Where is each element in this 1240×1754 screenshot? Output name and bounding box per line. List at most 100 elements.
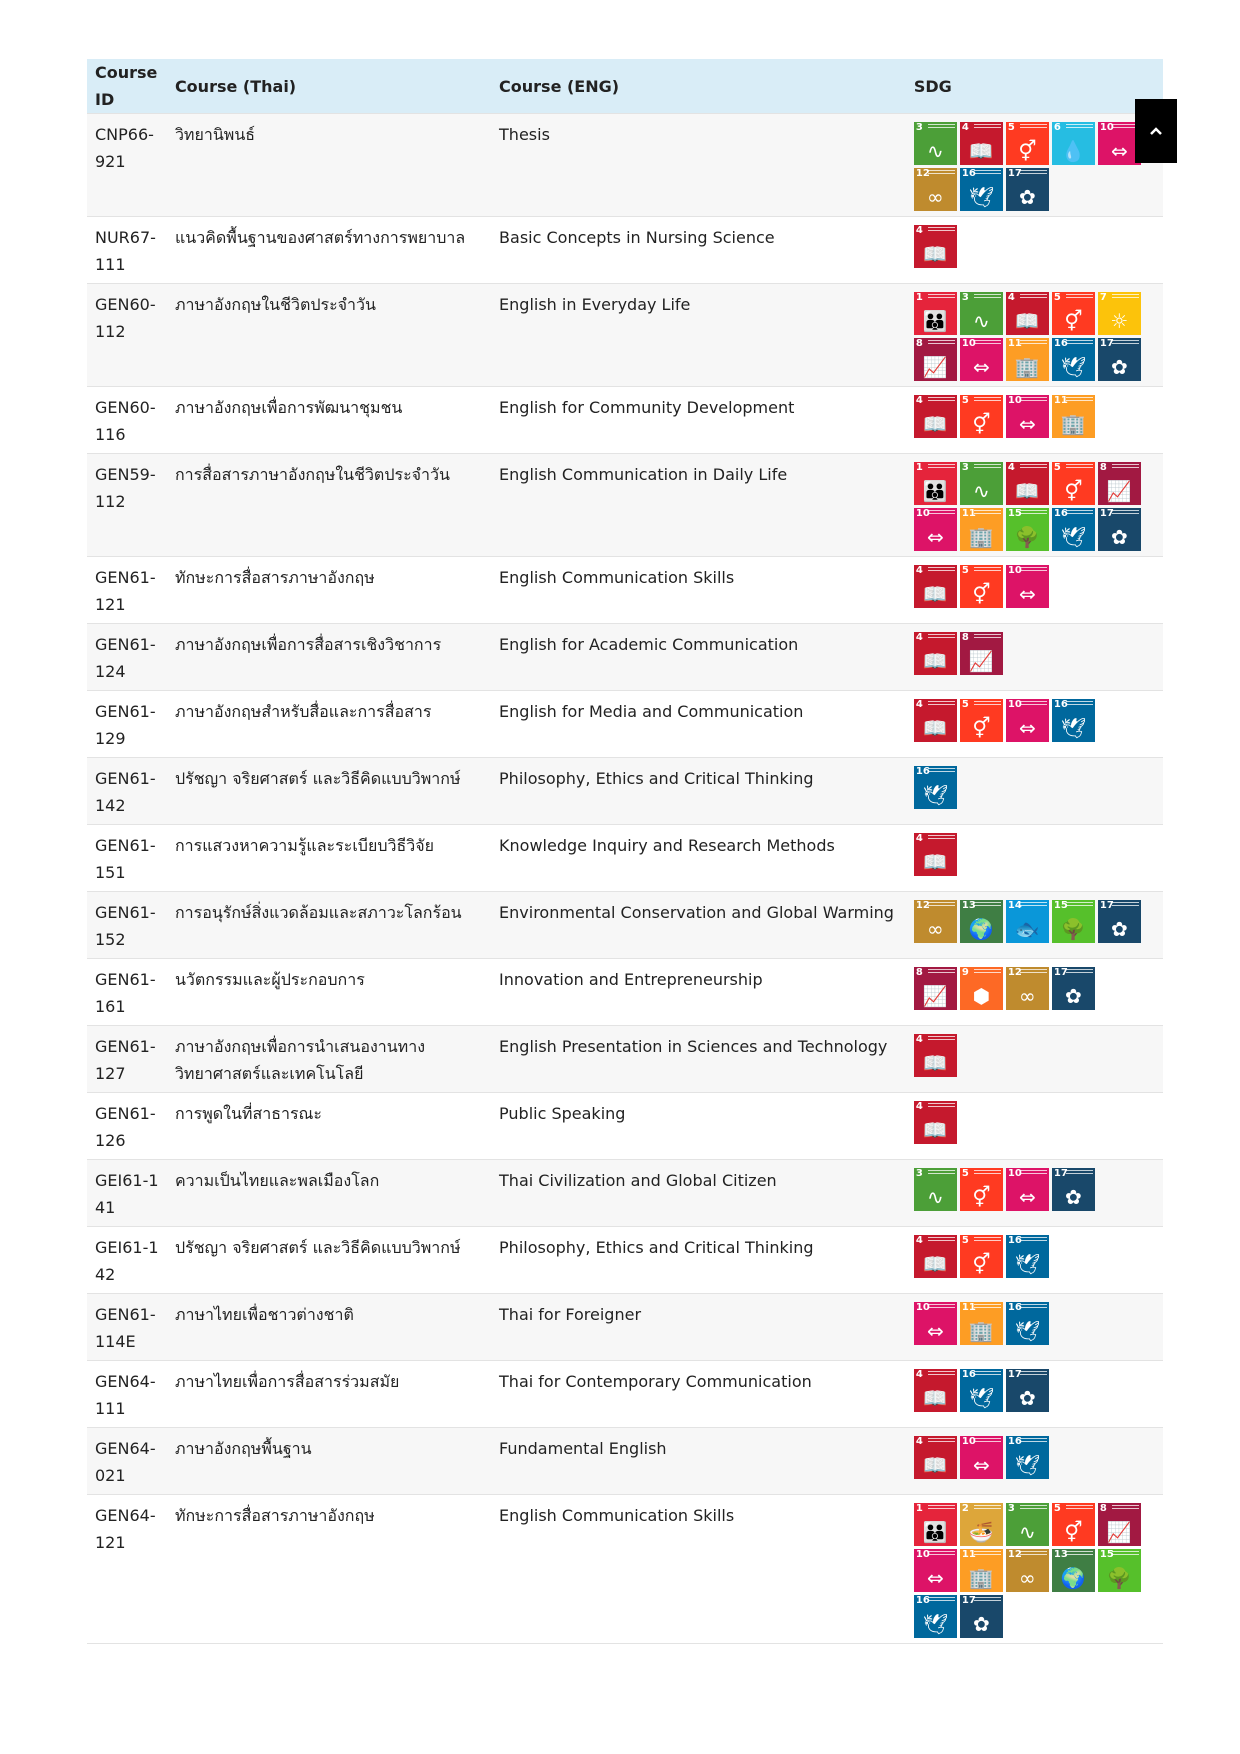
sdg-16-icon: 16 🕊 xyxy=(1051,699,1095,742)
table-row: GEN61-114E ภาษาไทยเพื่อชาวต่างชาติ Thai fo… xyxy=(87,1293,1163,1361)
book-icon: 📖 xyxy=(922,582,948,606)
course-sdg-cell: 4 📖 xyxy=(905,1092,1163,1160)
sdg-4-icon: 4 📖 xyxy=(913,565,957,608)
course-table: Course ID Course (Thai) Course (ENG) SDG… xyxy=(87,59,1163,1644)
dove-icon: 🕊 xyxy=(922,1612,949,1636)
course-eng: Environmental Conservation and Global Wa… xyxy=(491,891,906,959)
city-icon: 🏢 xyxy=(968,1319,994,1343)
course-id: GEN60-112 xyxy=(87,283,167,387)
sdg-icon-list: 10 ⇔ 11 🏢 16 🕊 xyxy=(913,1301,1154,1345)
course-eng: Fundamental English xyxy=(491,1427,906,1495)
sdg-4-icon: 4 📖 xyxy=(1005,292,1049,335)
book-icon: 📖 xyxy=(968,139,994,163)
infinity-icon: ∞ xyxy=(1019,1566,1036,1590)
sdg-17-icon: 17 ✿ xyxy=(959,1595,1003,1638)
course-thai: วิทยานิพนธ์ xyxy=(166,113,492,217)
course-sdg-cell: 3 ∿ 4 📖 5 ⚥ 6 💧 10 ⇔ 12 ∞ 16 🕊 17 ✿ xyxy=(905,113,1163,217)
sdg-10-icon: 10 ⇔ xyxy=(1097,122,1141,165)
gender-icon: ⚥ xyxy=(972,582,991,606)
course-id: GEN61-151 xyxy=(87,824,167,892)
sdg-15-icon: 15 🌳 xyxy=(1097,1549,1141,1592)
table-row: GEN61-129 ภาษาอังกฤษสำหรับสื่อและการสื่อส… xyxy=(87,690,1163,758)
table-row: GEN61-151 การแสวงหาความรู้และระเบียบวิธีว… xyxy=(87,824,1163,892)
course-id: GEN61-161 xyxy=(87,958,167,1026)
gender-icon: ⚥ xyxy=(972,412,991,436)
course-eng: Innovation and Entrepreneurship xyxy=(491,958,906,1026)
course-thai: ความเป็นไทยและพลเมืองโลก xyxy=(166,1159,492,1227)
sdg-11-icon: 11 🏢 xyxy=(959,508,1003,551)
sdg-10-icon: 10 ⇔ xyxy=(959,1436,1003,1479)
header-sdg: SDG xyxy=(913,76,952,96)
dove-icon: 🕊 xyxy=(968,1386,995,1410)
course-id: GEN64-111 xyxy=(87,1360,167,1428)
course-eng: English Communication Skills xyxy=(491,1494,906,1644)
sdg-10-icon: 10 ⇔ xyxy=(913,508,957,551)
sdg-3-icon: 3 ∿ xyxy=(913,1168,957,1211)
sdg-17-icon: 17 ✿ xyxy=(1005,168,1049,211)
course-eng: Basic Concepts in Nursing Science xyxy=(491,216,906,284)
flower-icon: ✿ xyxy=(1018,1386,1036,1410)
header-course-id: Course ID xyxy=(95,63,158,109)
course-sdg-cell: 4 📖 xyxy=(905,824,1163,892)
sdg-3-icon: 3 ∿ xyxy=(913,122,957,165)
flower-icon: ✿ xyxy=(1018,185,1036,209)
book-icon: 📖 xyxy=(922,1051,948,1075)
book-icon: 📖 xyxy=(1014,309,1040,333)
sdg-3-icon: 3 ∿ xyxy=(959,462,1003,505)
book-icon: 📖 xyxy=(922,242,948,266)
course-thai: ภาษาอังกฤษเพื่อการนำเสนองานทางวิทยาศาสตร… xyxy=(166,1025,492,1093)
city-icon: 🏢 xyxy=(968,525,994,549)
course-sdg-cell: 10 ⇔ 11 🏢 16 🕊 xyxy=(905,1293,1163,1361)
sdg-10-icon: 10 ⇔ xyxy=(1005,565,1049,608)
flower-icon: ✿ xyxy=(972,1612,990,1636)
course-id: GEN64-021 xyxy=(87,1427,167,1495)
course-id: GEI61-142 xyxy=(87,1226,167,1294)
growth-chart-icon: 📈 xyxy=(922,355,948,379)
course-thai: การแสวงหาความรู้และระเบียบวิธีวิจัย xyxy=(166,824,492,892)
course-thai: ทักษะการสื่อสารภาษาอังกฤษ xyxy=(166,1494,492,1644)
sdg-12-icon: 12 ∞ xyxy=(1005,967,1049,1010)
sdg-7-icon: 7 ☼ xyxy=(1097,292,1141,335)
course-thai: นวัตกรรมและผู้ประกอบการ xyxy=(166,958,492,1026)
eye-globe-icon: 🌍 xyxy=(1060,1566,1086,1590)
growth-chart-icon: 📈 xyxy=(1106,479,1132,503)
sdg-4-icon: 4 📖 xyxy=(913,833,957,876)
course-thai: ทักษะการสื่อสารภาษาอังกฤษ xyxy=(166,556,492,624)
flower-icon: ✿ xyxy=(1110,917,1128,941)
people-icon: 👪 xyxy=(922,1520,948,1544)
sdg-10-icon: 10 ⇔ xyxy=(913,1302,957,1345)
course-eng: Thai for Contemporary Communication xyxy=(491,1360,906,1428)
course-eng: Thesis xyxy=(491,113,906,217)
gender-icon: ⚥ xyxy=(1064,479,1083,503)
equality-icon: ⇔ xyxy=(1018,412,1036,436)
course-eng: English Presentation in Sciences and Tec… xyxy=(491,1025,906,1093)
dove-icon: 🕊 xyxy=(1014,1453,1041,1477)
city-icon: 🏢 xyxy=(1060,412,1086,436)
back-to-top-button[interactable] xyxy=(1135,99,1177,163)
course-sdg-cell: 1 👪 2 🍜 3 ∿ 5 ⚥ 8 📈 10 ⇔ 11 🏢 12 ∞ 13 🌍 15 🌳 16 🕊 17 ✿ xyxy=(905,1494,1163,1644)
sdg-5-icon: 5 ⚥ xyxy=(1051,292,1095,335)
dove-icon: 🕊 xyxy=(968,185,995,209)
flower-icon: ✿ xyxy=(1064,1185,1082,1209)
course-eng: English Communication in Daily Life xyxy=(491,453,906,557)
table-body: CNP66-921 วิทยานิพนธ์ Thesis 3 ∿ 4 📖 5 ⚥ 6 💧 10 ⇔ 12 ∞… xyxy=(87,113,1163,1644)
table-row: CNP66-921 วิทยานิพนธ์ Thesis 3 ∿ 4 📖 5 ⚥ 6 💧 10 ⇔ 12 ∞… xyxy=(87,113,1163,217)
sdg-1-icon: 1 👪 xyxy=(913,462,957,505)
sdg-4-icon: 4 📖 xyxy=(913,1034,957,1077)
water-drop-icon: 💧 xyxy=(1060,139,1086,163)
sdg-1-icon: 1 👪 xyxy=(913,1503,957,1546)
heartbeat-icon: ∿ xyxy=(926,1185,944,1209)
course-thai: ปรัชญา จริยศาสตร์ และวิธีคิดแบบวิพากษ์ xyxy=(166,1226,492,1294)
book-icon: 📖 xyxy=(922,1118,948,1142)
gender-icon: ⚥ xyxy=(1064,309,1083,333)
course-eng: English for Media and Communication xyxy=(491,690,906,758)
sdg-icon-list: 4 📖 5 ⚥ 16 🕊 xyxy=(913,1234,1154,1278)
table-row: GEN60-116 ภาษาอังกฤษเพื่อการพัฒนาชุมชน Eng… xyxy=(87,386,1163,454)
book-icon: 📖 xyxy=(922,1453,948,1477)
chevron-up-icon xyxy=(1150,127,1162,135)
sdg-5-icon: 5 ⚥ xyxy=(1051,1503,1095,1546)
table-row: GEN61-142 ปรัชญา จริยศาสตร์ และวิธีคิดแบบ… xyxy=(87,757,1163,825)
flower-icon: ✿ xyxy=(1064,984,1082,1008)
sdg-13-icon: 13 🌍 xyxy=(1051,1549,1095,1592)
heartbeat-icon: ∿ xyxy=(926,139,944,163)
